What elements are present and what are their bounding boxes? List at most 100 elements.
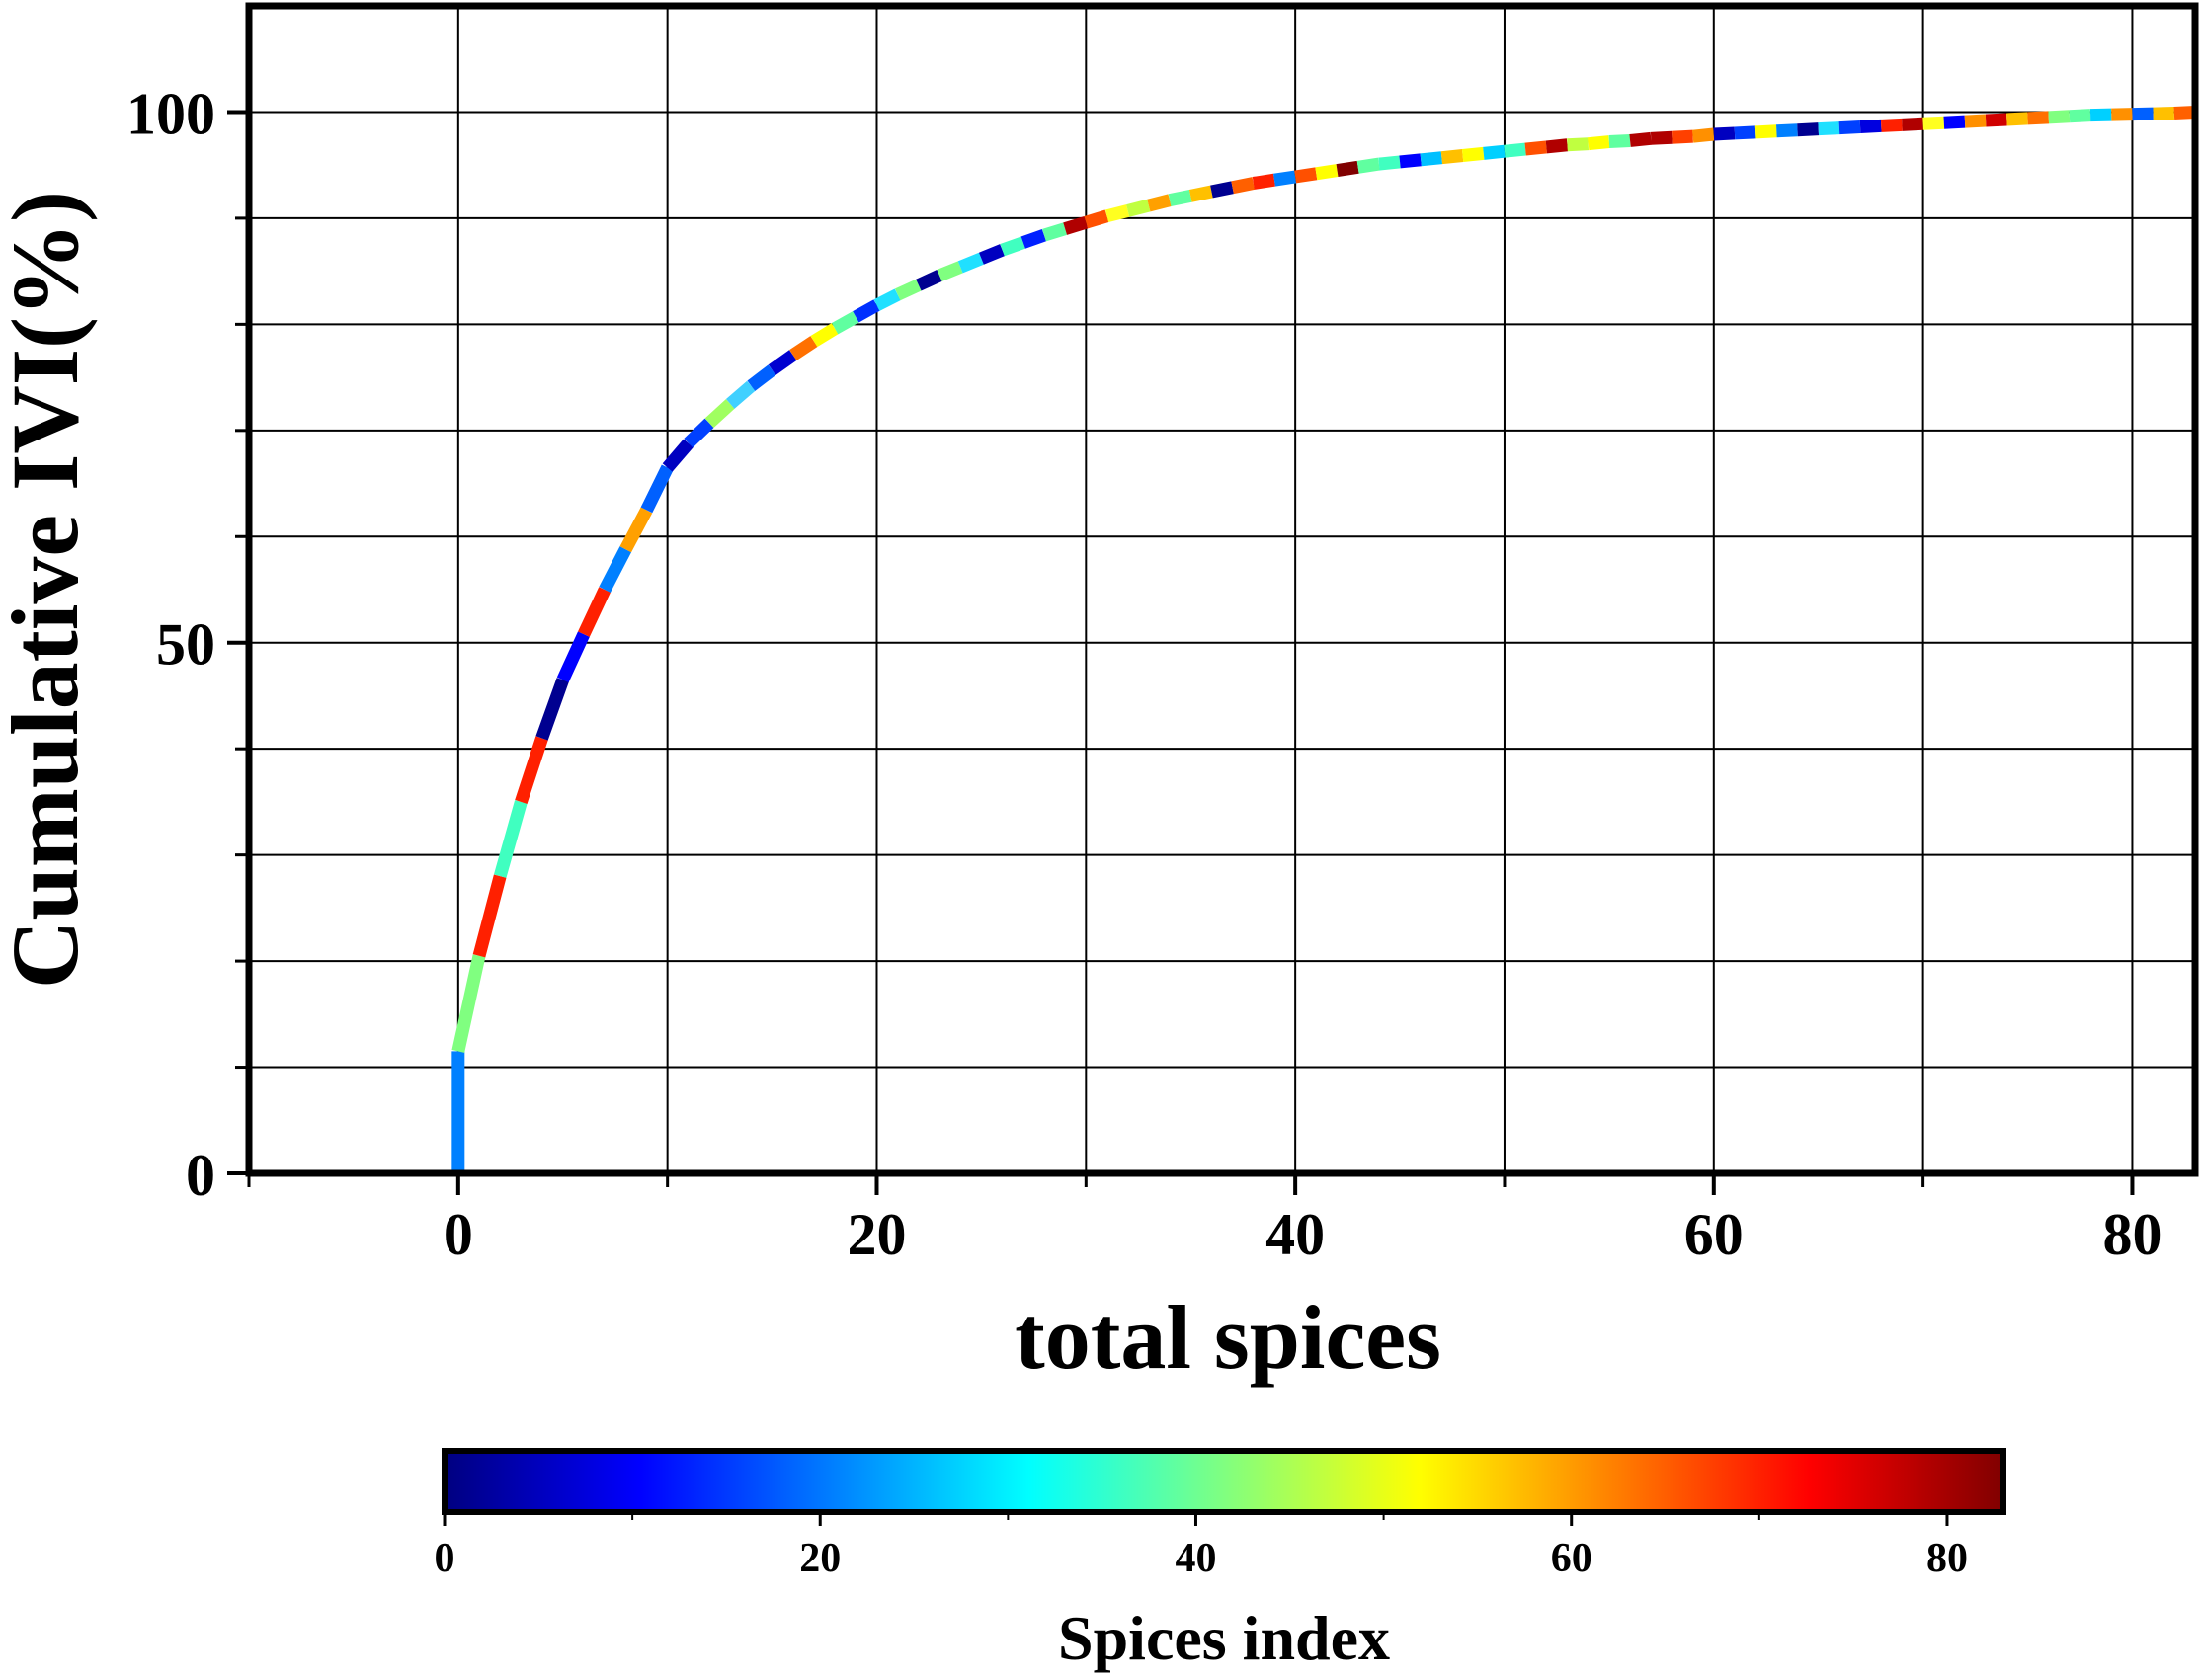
series-segment (1020, 228, 1047, 249)
series-segment (1210, 181, 1234, 199)
series-segment (535, 678, 569, 741)
series-segment (1356, 157, 1380, 174)
series-line (451, 105, 2196, 1173)
series-segment (1104, 204, 1130, 223)
series-segment (1000, 236, 1025, 257)
series-segment (1147, 194, 1172, 212)
series-segment (1231, 177, 1256, 195)
series-segment (1461, 146, 1485, 162)
series-segment (515, 736, 548, 804)
x-tick-label: 80 (2102, 1202, 2162, 1267)
series-segment (1378, 155, 1401, 171)
series-segment (1838, 120, 1861, 135)
series-segment (1964, 114, 1987, 128)
series-segment (916, 270, 942, 291)
series-segment (1650, 130, 1673, 145)
series-segment (747, 364, 776, 391)
series-segment (2069, 109, 2091, 123)
series-segment (662, 439, 694, 472)
series-segment (1567, 137, 1590, 152)
series-segment (472, 874, 507, 958)
series-segment (853, 299, 880, 323)
series-segment (1754, 124, 1777, 139)
series-segment (619, 507, 653, 553)
series-segment (1188, 185, 1213, 202)
series-segment (493, 800, 528, 878)
series-segment (957, 252, 984, 274)
series-segment (640, 464, 674, 514)
series-segment (810, 323, 839, 348)
colorbar-tick-label: 20 (799, 1536, 841, 1581)
series-segment (2132, 107, 2154, 121)
series-segment (1440, 149, 1464, 165)
series-segment (2006, 112, 2028, 126)
series-segment (1483, 144, 1506, 160)
series-segment (1818, 121, 1840, 136)
colorbar: 0 20 40 60 80 Spices index (435, 1448, 2006, 1673)
series-segment (1084, 209, 1109, 229)
series-segment (556, 631, 590, 683)
series-segment (1672, 129, 1693, 144)
series-segment (2027, 111, 2050, 125)
series-segment (1315, 164, 1339, 181)
series-segment (1399, 153, 1422, 169)
series-segment (1252, 173, 1275, 190)
colorbar-gradient (442, 1448, 2006, 1515)
series-segment (894, 279, 922, 301)
series-segment (1063, 215, 1089, 235)
series-segment (1524, 140, 1547, 156)
series-segment (873, 288, 901, 311)
series-segment (2048, 110, 2071, 124)
plot-frame (245, 2, 2199, 1177)
series-segment (1042, 222, 1068, 242)
series-segment (1545, 138, 1569, 154)
series-segment (1797, 122, 1820, 137)
series-segment (1691, 127, 1715, 143)
series-segment (1126, 199, 1151, 217)
series-segment (937, 261, 963, 281)
x-tick-label: 60 (1684, 1202, 1744, 1267)
series-segment (768, 350, 797, 375)
series-segment (2173, 105, 2196, 120)
series-segment (599, 546, 632, 593)
series-segment (725, 380, 756, 409)
series-segment (1336, 160, 1359, 177)
series-segment (1734, 125, 1756, 140)
series-segment (1272, 170, 1297, 187)
series-segment (1880, 118, 1903, 132)
x-axis: 0 20 40 60 80 (247, 1173, 2162, 1267)
series-segment (1776, 123, 1798, 138)
series-segment (1504, 142, 1526, 158)
colorbar-tick-label: 40 (1175, 1536, 1216, 1581)
y-tick-label: 0 (186, 1143, 215, 1208)
series-segment (831, 311, 859, 335)
colorbar-tick-label: 60 (1551, 1536, 1592, 1581)
series-segment (1943, 115, 1966, 129)
grid-lines (249, 6, 2195, 1173)
colorbar-title: Spices index (1058, 1603, 1390, 1673)
x-axis-title: total spices (1015, 1287, 1441, 1388)
y-tick-label: 50 (156, 612, 215, 678)
series-segment (1420, 151, 1443, 167)
series-segment (1588, 135, 1610, 151)
x-tick-label: 40 (1265, 1202, 1325, 1267)
series-segment (2089, 108, 2112, 122)
colorbar-ticks: 0 20 40 60 80 (435, 1512, 1968, 1581)
series-segment (704, 399, 735, 429)
series-segment (1294, 167, 1318, 184)
x-tick-label: 0 (444, 1202, 473, 1267)
series-segment (789, 336, 818, 360)
series-segment (2111, 108, 2133, 121)
series-segment (1859, 119, 1882, 133)
series-segment (1713, 126, 1736, 141)
x-tick-label: 20 (847, 1202, 906, 1267)
series-segment (1902, 117, 1923, 131)
series-segment (1608, 133, 1631, 149)
y-tick-label: 100 (126, 81, 215, 146)
series-segment (451, 954, 486, 1053)
series-segment (1922, 116, 1945, 130)
series-segment (1168, 189, 1192, 207)
series-segment (684, 418, 714, 448)
y-axis: 0 50 100 (126, 81, 249, 1208)
